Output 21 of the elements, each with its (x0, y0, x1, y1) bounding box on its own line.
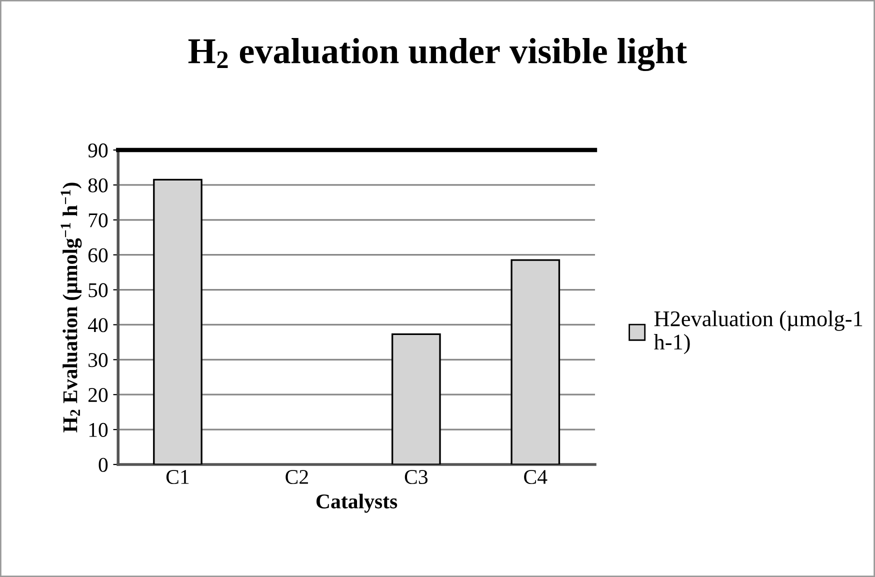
bar (391, 333, 441, 464)
y-tick-label: 40 (88, 318, 108, 332)
x-axis-title: Catalysts (316, 494, 398, 513)
bar (153, 178, 202, 464)
x-tick-label: C2 (286, 470, 308, 484)
x-tick-label: C3 (404, 470, 428, 484)
y-tick-label: 20 (88, 388, 108, 402)
y-tick-label: 10 (89, 422, 108, 437)
y-tick-label: 0 (98, 458, 108, 472)
y-tick-label: 90 (88, 143, 108, 158)
x-tick-label: C1 (166, 470, 189, 484)
bar (510, 259, 560, 464)
y-tick-label: 80 (88, 178, 108, 192)
y-tick-label: 60 (88, 248, 108, 262)
chart-title: H$_{2}$ evaluation under visible light (188, 38, 687, 72)
legend-label: H2evaluation (µmolg-1 h-1) (654, 310, 862, 354)
y-tick-label: 50 (88, 283, 108, 298)
y-tick-label: 30 (88, 353, 108, 368)
y-axis-title: H$_{2}$ Evaluation (µmolg$^{−1}$ h$^{−1}$) (60, 182, 82, 432)
y-tick-label: 70 (88, 213, 108, 228)
x-tick-label: C4 (524, 470, 548, 484)
